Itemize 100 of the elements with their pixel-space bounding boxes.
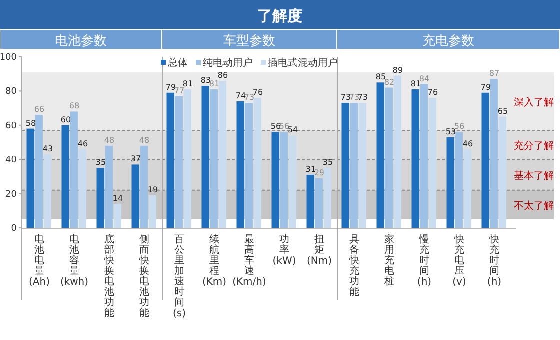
y-tick-label: 40 (6, 156, 18, 166)
chart-title: 了解度 (258, 7, 302, 25)
bar (175, 96, 183, 228)
data-label: 19 (148, 186, 158, 195)
data-label: 56 (454, 122, 465, 132)
x-tick-label: 扭矩(Nm) (306, 234, 332, 267)
data-label: 74 (236, 91, 246, 100)
data-label: 73 (349, 93, 360, 102)
chart-subtitle: 车型参数 (224, 34, 276, 49)
x-tick-label: 快充时间(h) (487, 234, 502, 288)
y-tick-label: 60 (6, 121, 18, 132)
data-label: 54 (288, 126, 298, 135)
x-tick-label: 快充电压(v) (452, 234, 466, 288)
bar (490, 79, 498, 228)
bar (482, 92, 490, 228)
data-label: 68 (69, 102, 80, 111)
bar (272, 132, 280, 228)
bar (324, 168, 332, 228)
bar (412, 89, 420, 228)
bar (218, 80, 226, 228)
data-label: 76 (428, 88, 438, 98)
bar (44, 154, 52, 228)
bar (184, 89, 192, 228)
bar (455, 132, 463, 228)
bar (96, 168, 104, 228)
data-label: 46 (78, 139, 88, 148)
bar (498, 116, 506, 228)
bar (210, 89, 218, 228)
x-tick-label: 具备快充功能 (348, 234, 360, 298)
y-tick-label: 20 (6, 190, 18, 200)
bar (376, 82, 384, 228)
data-label: 86 (218, 70, 228, 80)
bar (78, 149, 86, 228)
data-label: 35 (322, 158, 334, 168)
data-label: 48 (104, 136, 115, 145)
data-label: 73 (244, 93, 255, 102)
data-label: 65 (498, 106, 508, 116)
bar (254, 98, 262, 228)
bar (280, 132, 288, 228)
data-label: 37 (130, 154, 142, 164)
bar (342, 103, 350, 228)
data-label: 35 (96, 158, 106, 168)
data-label: 89 (392, 66, 404, 75)
bar (202, 86, 210, 228)
x-tick-label: 慢充时间(h) (417, 234, 432, 288)
bar (288, 136, 296, 228)
data-label: 66 (34, 105, 45, 114)
data-label: 82 (384, 78, 395, 87)
data-label: 60 (60, 115, 72, 124)
y-tick-label: 100 (0, 53, 18, 63)
x-tick-label: 底部快换电池功能 (104, 234, 114, 319)
data-label: 76 (252, 88, 264, 98)
bar (358, 103, 366, 228)
chart-title: 充电参数 (422, 34, 474, 49)
bar (132, 164, 140, 228)
data-label: 73 (358, 93, 368, 102)
band-label: 不太了解 (514, 200, 554, 212)
data-label: 83 (200, 76, 212, 86)
bar (428, 98, 436, 228)
bar (105, 146, 113, 228)
y-tick-label: 0 (11, 224, 18, 234)
x-tick-label: 侧面快换电池功能 (138, 234, 150, 319)
data-label: 81 (182, 79, 194, 88)
bar (35, 115, 43, 228)
bar (70, 112, 78, 228)
bar (26, 128, 34, 228)
band-label: 深入了解 (514, 96, 554, 108)
bar (464, 149, 472, 228)
band-label: 基本了解 (514, 170, 554, 182)
x-tick-label: 百公里加速时间(s) (172, 234, 186, 320)
bar (350, 103, 358, 228)
legend-label: 总体 (167, 57, 188, 69)
legend-label: 插电式混动用户 (268, 57, 338, 69)
band-label: 充分了解 (514, 140, 554, 152)
data-label: 79 (480, 82, 492, 92)
bar (114, 204, 122, 228)
data-label: 14 (112, 194, 124, 204)
x-tick-label: 续航里程(Km) (202, 234, 227, 288)
data-label: 56 (279, 122, 290, 132)
bar (140, 146, 148, 228)
data-label: 77 (174, 86, 185, 96)
data-label: 73 (340, 93, 352, 102)
data-label: 31 (306, 164, 316, 174)
bar (166, 92, 174, 228)
bar (394, 76, 402, 228)
data-label: 46 (462, 139, 474, 148)
bar (62, 125, 70, 228)
x-tick-label: 功率(kW) (272, 234, 296, 267)
data-label: 58 (26, 118, 36, 128)
data-label: 29 (314, 168, 325, 178)
data-label: 81 (209, 79, 220, 88)
y-tick-label: 80 (6, 87, 18, 98)
bar (315, 178, 323, 228)
data-label: 56 (270, 122, 282, 132)
data-label: 48 (139, 136, 150, 145)
data-label: 87 (489, 69, 500, 78)
bar (148, 196, 156, 228)
bar (420, 84, 428, 228)
chart-title: 电池参数 (55, 34, 107, 49)
data-label: 79 (166, 82, 176, 92)
